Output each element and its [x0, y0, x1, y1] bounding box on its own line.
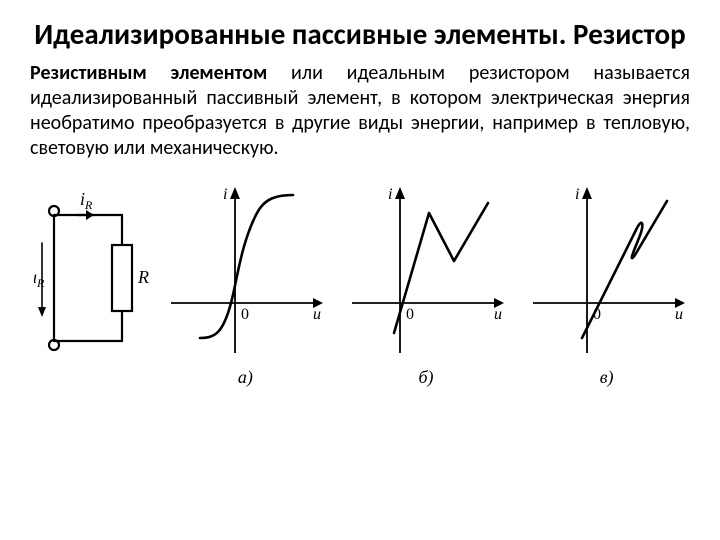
svg-text:uR: uR: [34, 267, 45, 290]
definition-paragraph: Резистивным элементом или идеальным рези…: [30, 61, 690, 161]
svg-text:i: i: [575, 186, 579, 203]
svg-text:u: u: [675, 306, 683, 323]
svg-text:iR: iR: [80, 189, 93, 212]
graph-c-caption: в): [600, 367, 614, 388]
svg-text:i: i: [388, 186, 392, 203]
graph-a: i u 0 а): [165, 183, 325, 388]
lead-term: Резистивным элементом: [30, 61, 267, 85]
svg-text:0: 0: [593, 306, 601, 323]
graph-c: i u 0 в): [527, 183, 687, 388]
svg-text:0: 0: [406, 306, 414, 323]
graph-a-svg: i u 0: [165, 183, 325, 363]
circuit-svg: iR uR R: [34, 183, 154, 373]
figures-row: iR uR R: [30, 183, 690, 388]
graph-a-caption: а): [238, 367, 253, 388]
circuit-figure: iR uR R: [34, 183, 154, 373]
page-title: Идеализированные пассивные элементы. Рез…: [30, 18, 690, 51]
svg-text:u: u: [494, 306, 502, 323]
svg-text:i: i: [223, 186, 227, 203]
graph-c-svg: i u 0: [527, 183, 687, 363]
svg-text:u: u: [313, 306, 321, 323]
graph-b-caption: б): [418, 367, 433, 388]
graphs-group: i u 0 а): [162, 183, 690, 388]
graph-b-svg: i u 0: [346, 183, 506, 363]
svg-text:R: R: [137, 267, 149, 287]
graph-b: i u 0 б): [346, 183, 506, 388]
svg-text:0: 0: [241, 306, 249, 323]
